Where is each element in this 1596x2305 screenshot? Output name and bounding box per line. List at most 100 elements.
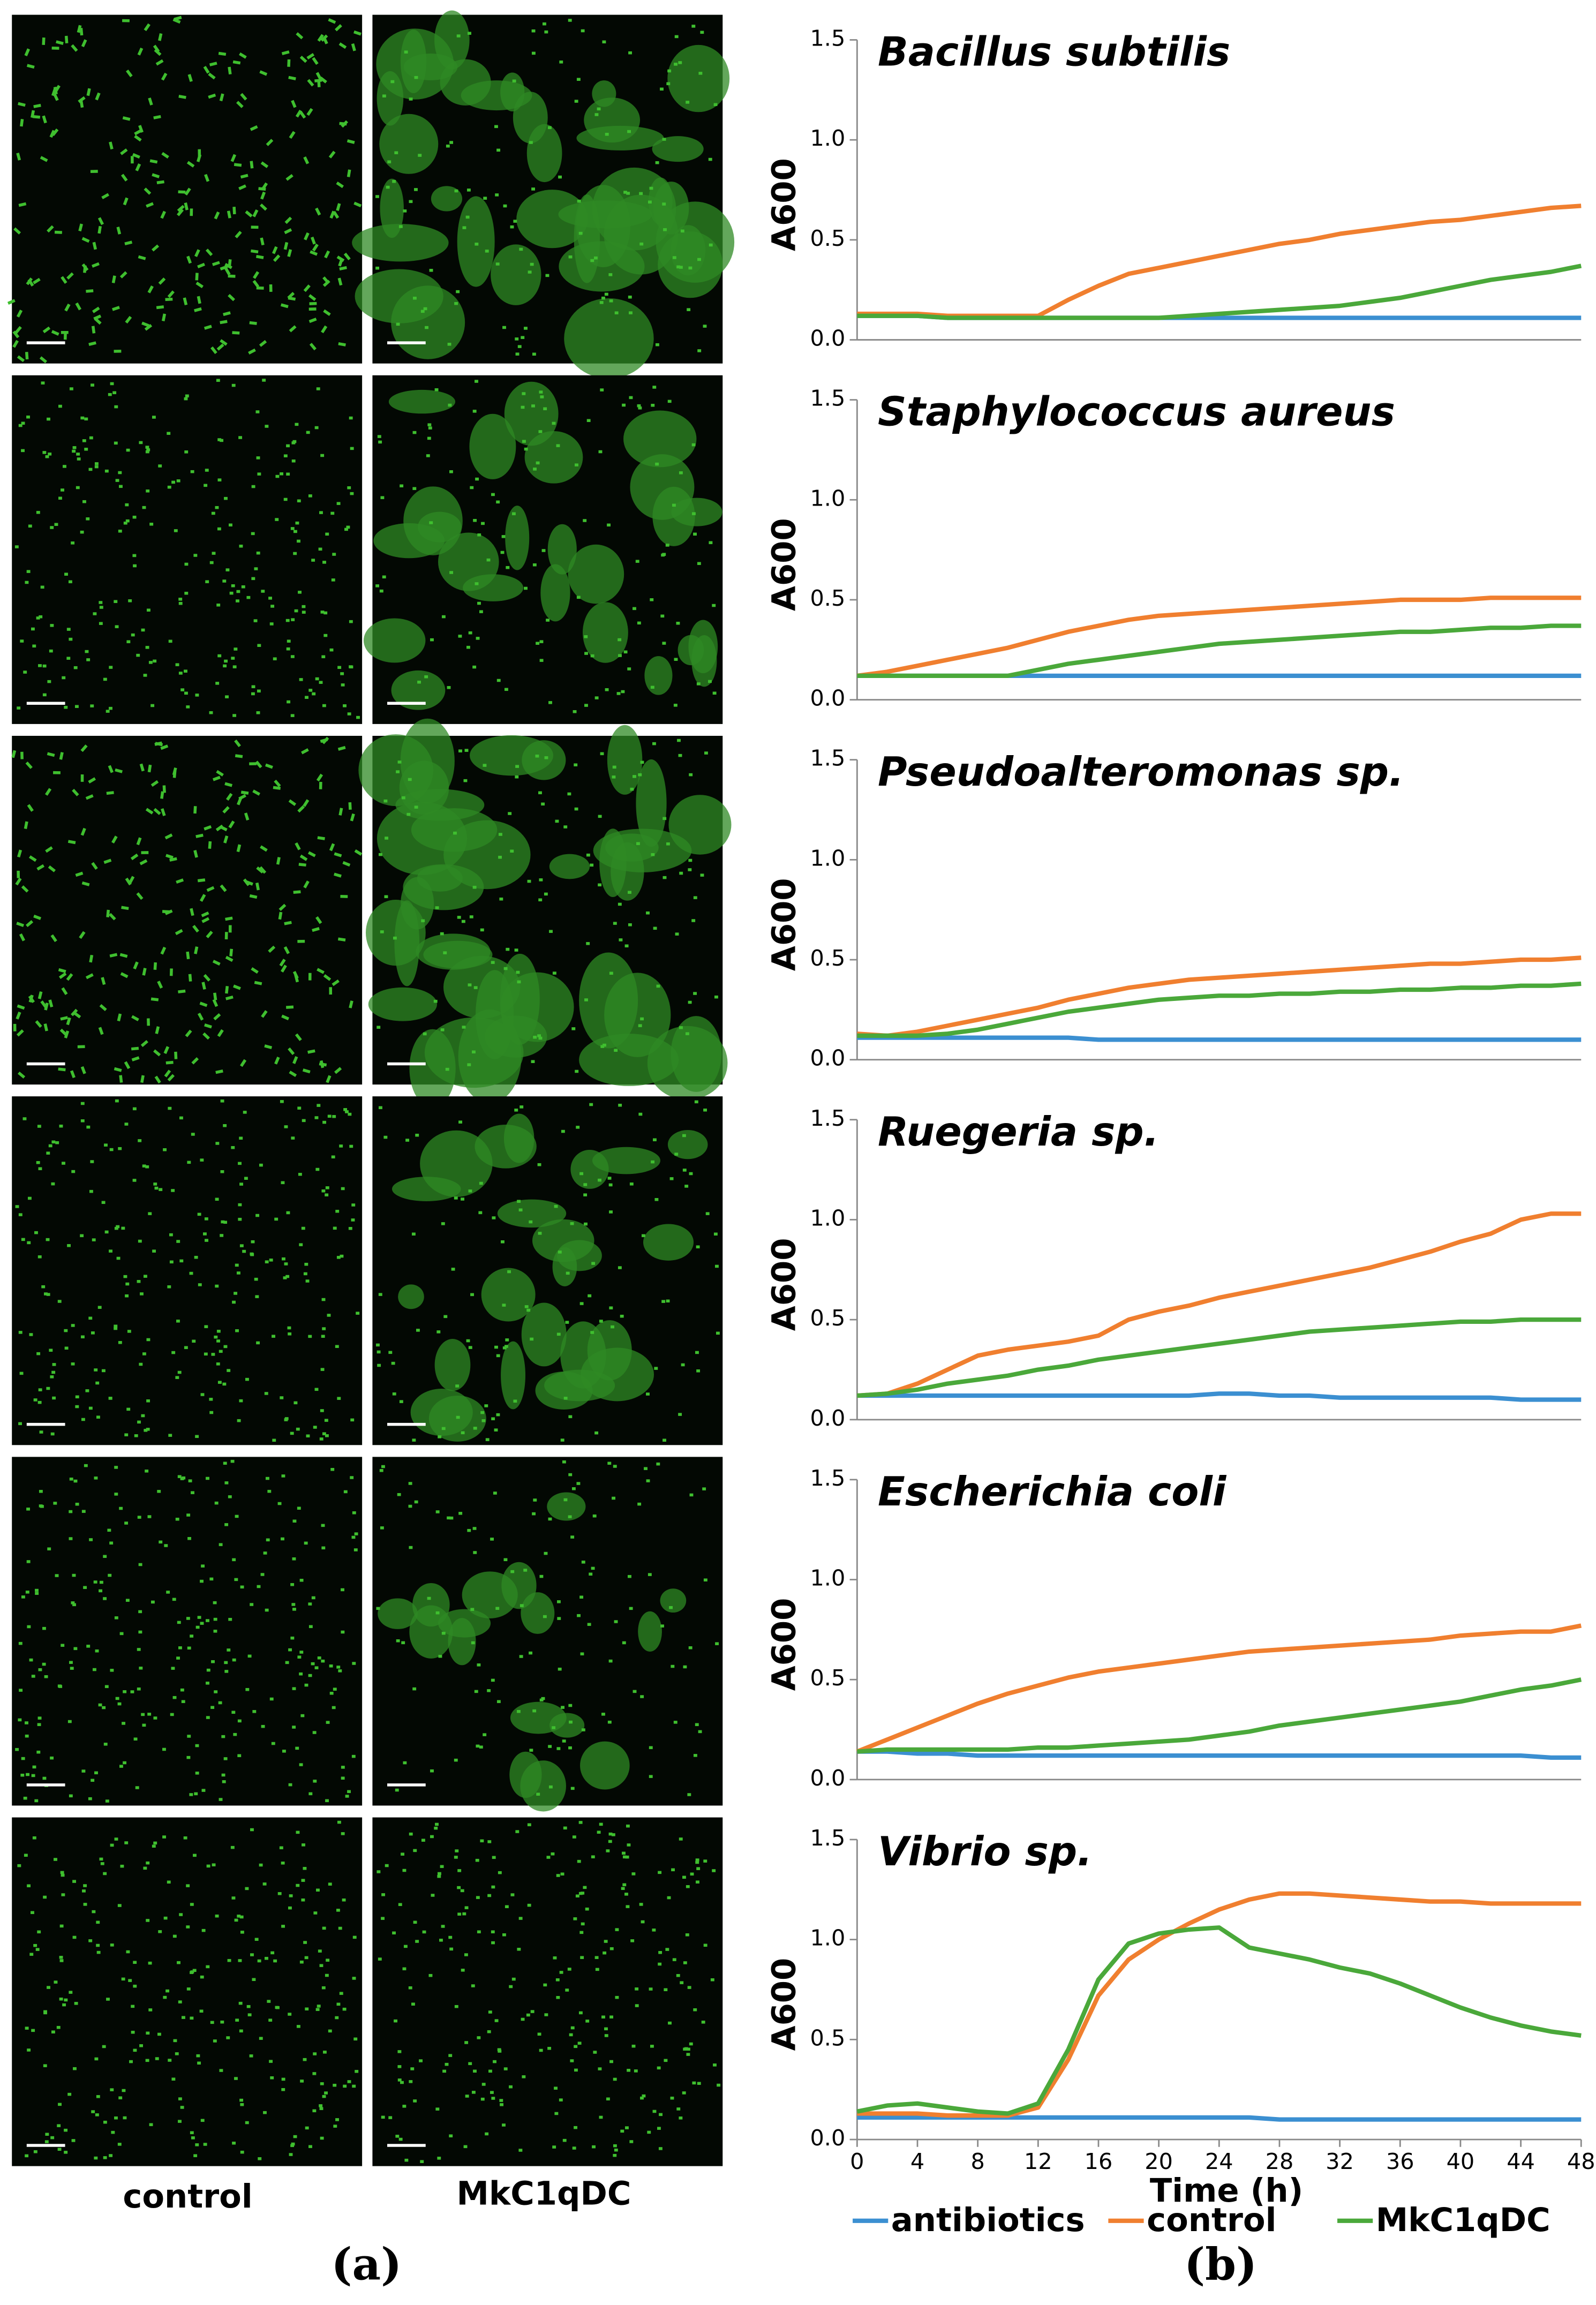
cell: [322, 561, 326, 564]
cell: [317, 836, 325, 840]
cell: [17, 1864, 21, 1867]
biofilm-cluster: [644, 656, 673, 695]
cell: [202, 1032, 210, 1040]
cell: [18, 1331, 22, 1334]
cell: [336, 182, 344, 189]
cell: [54, 1980, 58, 1984]
cell: [224, 782, 233, 787]
cell: [122, 1722, 126, 1725]
cell: [344, 528, 348, 531]
cell: [224, 263, 232, 269]
cell: [472, 1050, 476, 1054]
cell: [429, 521, 433, 524]
x-tick-label: 44: [1507, 2149, 1535, 2174]
cell: [147, 1018, 150, 1026]
cell: [666, 1299, 670, 1303]
cell: [325, 1799, 329, 1803]
cell: [123, 1275, 127, 1278]
cell: [470, 1608, 475, 1611]
cell: [536, 642, 540, 645]
cell: [48, 999, 54, 1008]
cell: [434, 1826, 438, 1830]
cell: [96, 1950, 101, 1954]
cell: [142, 1723, 146, 1727]
cell: [333, 2083, 337, 2087]
cell: [618, 654, 622, 657]
cell: [252, 1710, 257, 1713]
cell: [124, 240, 133, 245]
biofilm-cluster: [521, 1302, 567, 1367]
cell: [598, 815, 602, 818]
cell: [121, 906, 129, 910]
cell: [171, 1667, 175, 1670]
cell: [99, 606, 103, 609]
cell: [178, 190, 186, 194]
cell: [99, 1580, 103, 1584]
cell: [566, 1271, 570, 1275]
cell: [447, 686, 451, 689]
cell: [509, 1985, 513, 1988]
cell: [667, 400, 672, 403]
cell: [634, 2069, 638, 2073]
cell: [205, 1239, 208, 1242]
cell: [288, 296, 296, 301]
cell: [189, 1271, 193, 1275]
cell: [339, 1144, 343, 1148]
cell: [414, 805, 418, 809]
cell: [474, 1690, 478, 1693]
cell: [586, 419, 591, 423]
cell: [381, 1893, 386, 1896]
cell: [250, 1252, 254, 1256]
cell: [602, 40, 606, 44]
cell: [667, 69, 672, 73]
cell: [443, 951, 447, 954]
cell: [449, 1947, 454, 1951]
cell: [682, 1875, 686, 1879]
cell: [175, 1376, 179, 1379]
cell: [225, 986, 229, 994]
cell: [88, 1316, 93, 1320]
cell: [145, 646, 149, 649]
cell: [515, 352, 520, 356]
cell: [461, 1197, 464, 1201]
cell: [150, 704, 155, 707]
cell: [267, 1489, 272, 1493]
cell: [216, 343, 224, 351]
cell: [85, 973, 94, 980]
cell: [238, 1217, 242, 1221]
cell: [472, 410, 477, 413]
cell: [412, 1438, 416, 1442]
cell: [131, 156, 134, 164]
cell: [392, 1392, 396, 1396]
cell: [490, 2091, 494, 2094]
cell: [562, 1739, 566, 1743]
cell: [284, 1125, 288, 1128]
cell: [69, 1991, 73, 1994]
cell: [280, 472, 283, 476]
x-tick-label: 24: [1205, 2149, 1233, 2174]
cell: [106, 909, 110, 917]
cell: [134, 1434, 138, 1437]
cell: [29, 1333, 33, 1336]
cell: [273, 1959, 277, 1963]
cell: [658, 1962, 662, 1966]
cell: [543, 1983, 547, 1987]
cell: [311, 1596, 315, 1600]
cell: [81, 1418, 85, 1421]
cell: [247, 1654, 252, 1658]
cell: [194, 249, 200, 258]
cell: [380, 496, 385, 499]
cell: [441, 1925, 445, 1928]
y-tick-label: 0.0: [810, 686, 845, 711]
cell: [430, 638, 434, 642]
cell: [554, 1204, 558, 1208]
biofilm-cluster: [660, 1588, 687, 1613]
cell: [25, 2154, 29, 2158]
cell: [541, 1697, 545, 1700]
cell: [491, 1417, 495, 1420]
cell: [220, 320, 228, 325]
cell: [190, 1634, 194, 1638]
cell: [193, 850, 198, 858]
cell: [128, 1979, 132, 1982]
cell: [209, 711, 213, 714]
